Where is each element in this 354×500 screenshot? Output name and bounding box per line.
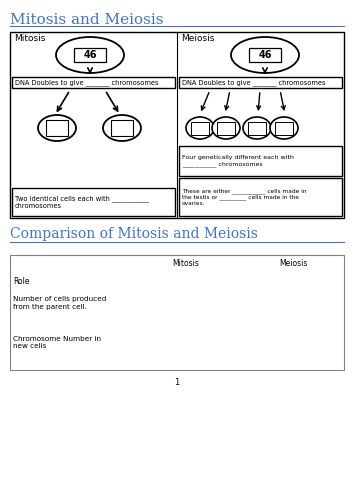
- Ellipse shape: [270, 117, 298, 139]
- Bar: [191, 122, 209, 135]
- Text: Role: Role: [13, 278, 29, 286]
- Bar: [10, 255, 344, 370]
- Ellipse shape: [212, 117, 240, 139]
- Text: DNA Doubles to give _______ chromosomes: DNA Doubles to give _______ chromosomes: [182, 79, 325, 86]
- Text: 1: 1: [175, 378, 179, 387]
- Text: DNA Doubles to give _______ chromosomes: DNA Doubles to give _______ chromosomes: [15, 79, 159, 86]
- Bar: [12, 77, 175, 88]
- Ellipse shape: [56, 37, 124, 73]
- Text: 46: 46: [258, 50, 272, 60]
- Text: Meiosis: Meiosis: [181, 34, 215, 43]
- Bar: [12, 188, 175, 216]
- Text: Number of cells produced
from the parent cell.: Number of cells produced from the parent…: [13, 296, 106, 310]
- Ellipse shape: [38, 115, 76, 141]
- Text: Mitosis: Mitosis: [172, 260, 199, 268]
- Ellipse shape: [103, 115, 141, 141]
- Text: 46: 46: [83, 50, 97, 60]
- Bar: [179, 178, 342, 216]
- Bar: [46, 120, 68, 136]
- Bar: [217, 122, 235, 135]
- Text: These are either ___________ cells made in
the testis or _________ cells made in: These are either ___________ cells made …: [182, 188, 307, 206]
- Text: Mitosis: Mitosis: [14, 34, 45, 43]
- Bar: [111, 120, 133, 136]
- Text: Comparison of Mitosis and Meiosis: Comparison of Mitosis and Meiosis: [10, 227, 258, 241]
- Ellipse shape: [186, 117, 214, 139]
- Text: Meiosis: Meiosis: [279, 260, 307, 268]
- Ellipse shape: [231, 37, 299, 73]
- Bar: [179, 146, 342, 176]
- Bar: [179, 77, 342, 88]
- Text: Two identical cells each with ___________
chromosomes: Two identical cells each with __________…: [15, 195, 149, 209]
- Bar: [10, 32, 344, 218]
- Bar: [74, 48, 106, 62]
- Bar: [248, 122, 266, 135]
- Ellipse shape: [243, 117, 271, 139]
- Text: Mitosis and Meiosis: Mitosis and Meiosis: [10, 13, 164, 27]
- Text: Four genetically different each with
___________ chromosomes: Four genetically different each with ___…: [182, 156, 294, 166]
- Bar: [275, 122, 293, 135]
- Text: Chromosome Number in
new cells: Chromosome Number in new cells: [13, 336, 101, 349]
- Bar: [249, 48, 281, 62]
